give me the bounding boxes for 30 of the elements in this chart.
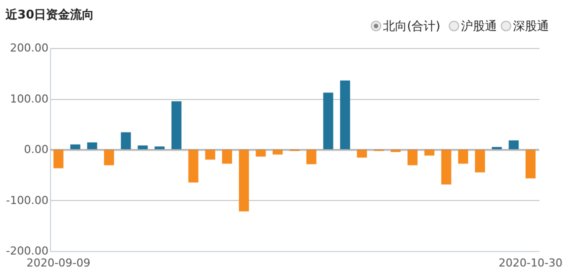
- bar: [340, 80, 350, 150]
- y-tick-label: -200.00: [6, 244, 48, 258]
- bar: [104, 150, 114, 166]
- x-tick-label: 2020-10-30: [498, 256, 563, 270]
- bar: [458, 150, 468, 164]
- bar: [238, 150, 249, 212]
- bar: [424, 150, 434, 156]
- bar: [306, 150, 316, 164]
- bar: [205, 150, 216, 160]
- bar: [222, 150, 232, 164]
- y-tick-label: 100.00: [10, 92, 48, 106]
- bar: [508, 140, 519, 150]
- bar: [120, 132, 131, 150]
- bar: [408, 150, 418, 166]
- y-tick-label: -100.00: [6, 194, 48, 207]
- bar: [356, 150, 367, 158]
- text: 深股通: [513, 19, 549, 33]
- bar: [474, 150, 485, 172]
- bar: [256, 150, 266, 157]
- bar: [441, 150, 452, 185]
- bar: [323, 92, 334, 150]
- bar: [87, 142, 98, 150]
- x-tick-label: 2020-09-09: [26, 256, 90, 270]
- bar: [53, 150, 64, 168]
- y-tick-label: 0.00: [24, 143, 48, 156]
- bar: [188, 150, 198, 182]
- bar: [526, 150, 536, 178]
- bar: [171, 101, 182, 150]
- y-tick-label: 200.00: [10, 42, 48, 54]
- chart-title: 近30日资金流向: [4, 7, 94, 22]
